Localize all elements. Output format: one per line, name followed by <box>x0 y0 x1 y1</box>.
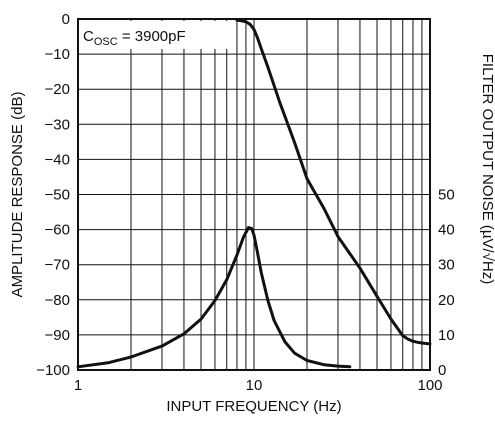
annotation-value: = 3900pF <box>118 28 186 45</box>
annotation-subscript: OSC <box>94 36 118 48</box>
y-tick-label: −30 <box>45 116 70 133</box>
y-axis-label: AMPLITUDE RESPONSE (dB) <box>9 92 26 298</box>
x-tick-label: 100 <box>417 377 442 394</box>
y2-tick-label: 30 <box>438 257 455 274</box>
y-tick-label: −10 <box>45 46 70 63</box>
x-tick-labels: 1 10 100 <box>74 377 443 394</box>
plot-frame <box>77 18 431 371</box>
noise-curve <box>76 226 352 369</box>
y2-tick-label: 10 <box>438 327 455 344</box>
annotation-box <box>80 21 228 49</box>
y2-tick-label: 40 <box>438 222 455 239</box>
capacitance-annotation: COSC = 3900pF <box>83 28 186 48</box>
y-tick-labels: 0 −10 −20 −30 −40 −50 −60 −70 −80 −90 −100 <box>36 11 70 379</box>
y-tick-label: −60 <box>45 222 70 239</box>
grid <box>78 19 430 370</box>
y2-tick-label: 50 <box>438 187 455 204</box>
amplitude-curve <box>235 18 432 346</box>
series-layer <box>76 18 432 369</box>
y-tick-label: −70 <box>45 257 70 274</box>
x-tick-label: 10 <box>246 377 263 394</box>
y-tick-label: −100 <box>36 362 70 379</box>
y2-tick-label: 20 <box>438 292 455 309</box>
y-tick-label: −20 <box>45 81 70 98</box>
y-tick-label: −90 <box>45 327 70 344</box>
y2-tick-label: 0 <box>438 362 446 379</box>
y-tick-label: −80 <box>45 292 70 309</box>
y-tick-label: 0 <box>62 11 70 28</box>
annotation-main: C <box>83 28 94 45</box>
y2-tick-labels: 0 10 20 30 40 50 <box>438 187 455 380</box>
y2-axis-label: FILTER OUTPUT NOISE (µV/√Hz) <box>479 54 495 285</box>
y-tick-label: −50 <box>45 187 70 204</box>
x-tick-label: 1 <box>74 377 82 394</box>
y-tick-label: −40 <box>45 151 70 168</box>
x-axis-label: INPUT FREQUENCY (Hz) <box>166 398 341 415</box>
